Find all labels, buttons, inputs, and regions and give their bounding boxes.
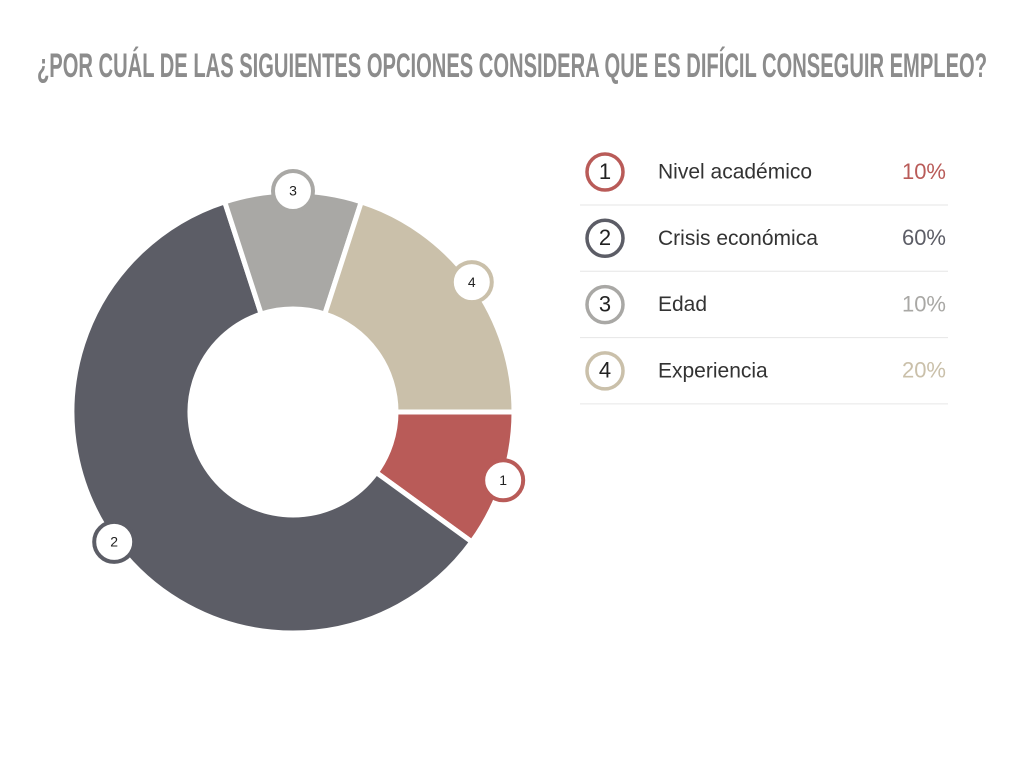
legend-label: Nivel académico (658, 161, 812, 184)
slice-marker (449, 260, 494, 305)
legend-label: Experiencia (658, 359, 768, 382)
legend-marker-label: 3 (599, 291, 611, 316)
slice-marker-label: 1 (499, 472, 507, 488)
legend-marker-label: 2 (599, 225, 611, 250)
legend-marker (585, 284, 625, 325)
chart-title: ¿POR CUÁL DE LAS SIGUIENTES OPCIONES CON… (37, 47, 987, 85)
donut-slice (69, 198, 476, 636)
legend-label: Crisis económica (658, 227, 818, 250)
legend-value: 60% (902, 225, 946, 250)
slice-marker-label: 3 (289, 183, 297, 199)
legend-label: Edad (658, 293, 707, 316)
slice-marker (92, 519, 137, 564)
legend-marker-label: 4 (599, 358, 611, 383)
legend-value: 10% (902, 291, 946, 316)
donut-slice (321, 198, 517, 415)
slice-marker-label: 2 (110, 534, 118, 550)
legend-marker (585, 351, 625, 391)
legend-marker-label: 1 (599, 159, 611, 184)
slice-marker-label: 4 (468, 274, 476, 290)
legend-value: 10% (902, 159, 946, 184)
slice-marker (481, 458, 526, 503)
legend-marker (585, 218, 625, 259)
slice-marker (271, 169, 315, 213)
legend-marker (585, 152, 625, 192)
legend-value: 20% (902, 358, 946, 383)
